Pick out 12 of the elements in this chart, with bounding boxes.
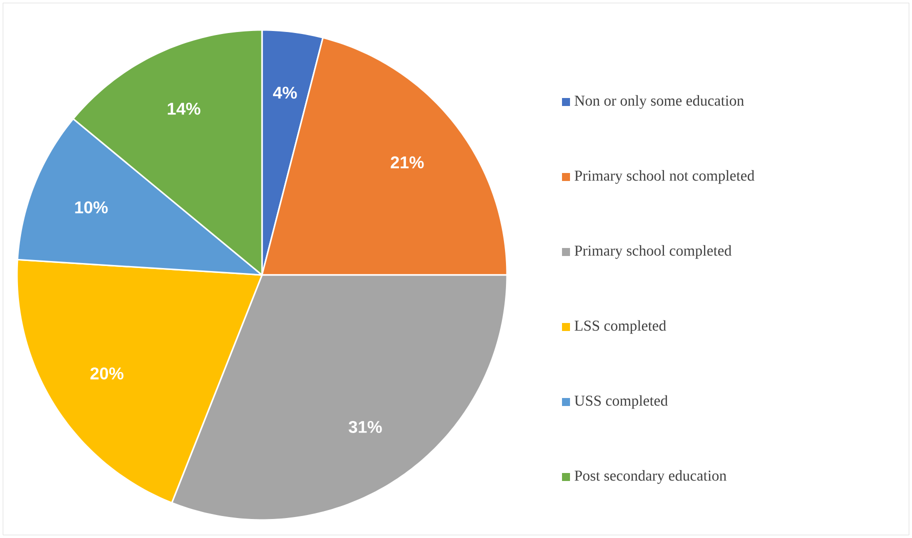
data-label: 14% [168, 102, 200, 115]
data-label: 31% [348, 420, 382, 433]
data-label: 20% [90, 367, 124, 380]
legend-label: USS completed [574, 395, 668, 409]
legend-label: Non or only some education [574, 95, 744, 109]
legend-label: Post secondary education [574, 470, 726, 484]
legend-label: Primary school completed [574, 245, 732, 259]
legend-label: LSS completed [574, 320, 666, 334]
data-label: 4% [273, 86, 297, 99]
data-label: 21% [390, 156, 424, 168]
data-label: 10% [75, 201, 108, 214]
legend-label: Primary school not completed [574, 170, 754, 184]
